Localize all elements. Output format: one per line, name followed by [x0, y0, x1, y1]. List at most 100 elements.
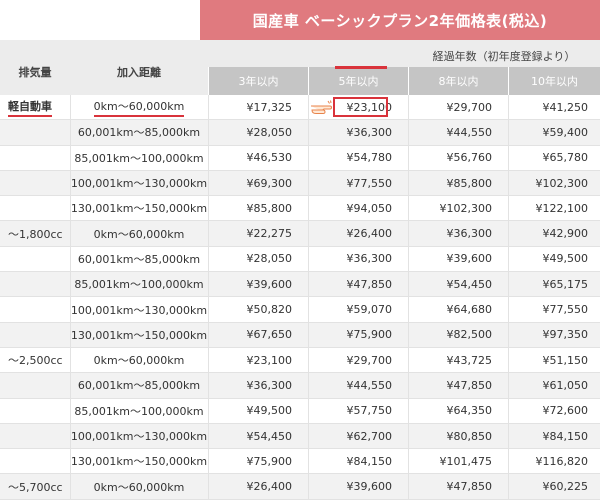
price-3yr-cell: ¥36,300	[246, 378, 293, 392]
price-8yr-cell: ¥47,850	[446, 378, 493, 392]
displacement-cell: 〜5,700cc	[0, 474, 70, 498]
distance-cell: 60,001km〜85,000km	[70, 373, 208, 397]
distance-label: 100,001km〜130,000km	[70, 303, 208, 317]
table-row: 〜5,700cc 0km〜60,000km ¥26,400 ¥39,600 ¥47,85…	[0, 474, 600, 500]
price-8yr-cell: ¥80,850	[446, 429, 493, 443]
year-5-highlight-bar	[335, 66, 387, 69]
price-10yr-cell: ¥49,500	[542, 252, 589, 266]
header-elapsed-years: 経過年数（初年度登録より）	[432, 50, 576, 63]
price-8yr-cell: ¥64,350	[446, 404, 493, 418]
distance-cell: 0km〜60,000km	[70, 474, 208, 498]
price-5yr-cell: ¥36,300	[346, 125, 393, 139]
price-10yr-cell: ¥97,350	[542, 328, 589, 342]
distance-cell: 85,001km〜100,000km	[70, 272, 208, 296]
price-3yr-cell: ¥75,900	[246, 454, 293, 468]
price-10yr-cell: ¥65,780	[542, 151, 589, 165]
distance-label: 0km〜60,000km	[93, 227, 185, 241]
price-8yr-cell: ¥43,725	[446, 353, 493, 367]
distance-label: 130,001km〜150,000km	[70, 202, 208, 216]
displacement-cell	[0, 323, 70, 347]
distance-cell: 85,001km〜100,000km	[70, 399, 208, 423]
displacement-cell	[0, 146, 70, 170]
distance-label: 85,001km〜100,000km	[74, 151, 204, 165]
distance-cell: 85,001km〜100,000km	[70, 146, 208, 170]
price-8yr-cell: ¥101,475	[439, 454, 493, 468]
distance-label: 85,001km〜100,000km	[74, 278, 204, 292]
displacement-label: 〜1,800cc	[8, 227, 63, 241]
distance-cell: 0km〜60,000km	[70, 221, 208, 245]
displacement-cell: 〜1,800cc	[0, 221, 70, 245]
price-10yr-cell: ¥77,550	[542, 303, 589, 317]
price-3yr-cell: ¥23,100	[246, 353, 293, 367]
table-title: 国産車 ベーシックプラン2年価格表(税込)	[200, 0, 600, 40]
price-3yr-cell: ¥50,820	[246, 303, 293, 317]
table-row: 130,001km〜150,000km ¥85,800 ¥94,050 ¥102,30…	[0, 196, 600, 222]
price-3yr-cell: ¥28,050	[246, 252, 293, 266]
price-3yr-cell: ¥28,050	[246, 125, 293, 139]
price-8yr-cell: ¥85,800	[446, 176, 493, 190]
price-10yr-cell: ¥65,175	[542, 277, 589, 291]
table-row: 軽自動車 0km〜60,000km ¥17,325 ¥23,100 ¥29,700 ¥41…	[0, 95, 600, 121]
price-5yr-cell: ¥62,700	[346, 429, 393, 443]
price-5yr-cell: ¥75,900	[346, 328, 393, 342]
price-5yr-cell: ¥47,850	[346, 277, 393, 291]
distance-cell: 100,001km〜130,000km	[70, 171, 208, 195]
price-10yr-cell: ¥60,225	[542, 480, 589, 494]
price-5yr-cell: ¥59,070	[346, 303, 393, 317]
price-10yr-cell: ¥116,820	[535, 454, 589, 468]
table-row: 〜2,500cc 0km〜60,000km ¥23,100 ¥29,700 ¥43,72…	[0, 348, 600, 374]
price-5yr-cell: ¥94,050	[346, 201, 393, 215]
price-10yr-cell: ¥59,400	[542, 125, 589, 139]
column-divider	[408, 95, 409, 500]
price-8yr-cell: ¥47,850	[446, 480, 493, 494]
displacement-cell	[0, 247, 70, 271]
price-3yr-cell: ¥46,530	[246, 151, 293, 165]
distance-label: 0km〜60,000km	[93, 354, 185, 368]
price-8yr-cell: ¥82,500	[446, 328, 493, 342]
header-year-10: 10年以内	[508, 67, 600, 95]
displacement-cell	[0, 399, 70, 423]
price-8yr-cell: ¥54,450	[446, 277, 493, 291]
displacement-cell	[0, 120, 70, 144]
header-year-3: 3年以内	[208, 67, 308, 95]
distance-label: 85,001km〜100,000km	[74, 404, 204, 418]
table-row: 〜1,800cc 0km〜60,000km ¥22,275 ¥26,400 ¥36,30…	[0, 221, 600, 247]
table-row: 85,001km〜100,000km ¥39,600 ¥47,850 ¥54,450 ¥…	[0, 272, 600, 298]
displacement-label: 〜5,700cc	[8, 480, 63, 494]
table-row: 100,001km〜130,000km ¥54,450 ¥62,700 ¥80,850…	[0, 423, 600, 450]
price-10yr-cell: ¥61,050	[542, 378, 589, 392]
distance-label: 100,001km〜130,000km	[70, 177, 208, 191]
price-5yr-cell: ¥54,780	[346, 151, 393, 165]
table-row: 60,001km〜85,000km ¥28,050 ¥36,300 ¥39,600 ¥4…	[0, 247, 600, 273]
price-5yr-cell: ¥39,600	[346, 480, 393, 494]
table-row: 60,001km〜85,000km ¥36,300 ¥44,550 ¥47,850 ¥6…	[0, 373, 600, 399]
price-3yr-cell: ¥22,275	[246, 227, 293, 241]
price-3yr-cell: ¥26,400	[246, 480, 293, 494]
price-5yr-cell: ¥57,750	[346, 404, 393, 418]
price-10yr-cell: ¥42,900	[542, 227, 589, 241]
table-row: 85,001km〜100,000km ¥49,500 ¥57,750 ¥64,350 ¥…	[0, 399, 600, 424]
table-body: 軽自動車 0km〜60,000km ¥17,325 ¥23,100 ¥29,700 ¥41…	[0, 95, 600, 500]
table-row: 60,001km〜85,000km ¥28,050 ¥36,300 ¥44,550 ¥5…	[0, 120, 600, 146]
distance-label: 60,001km〜85,000km	[77, 252, 201, 266]
displacement-cell: 軽自動車	[0, 95, 70, 119]
distance-cell: 130,001km〜150,000km	[70, 449, 208, 473]
price-10yr-cell: ¥84,150	[542, 429, 589, 443]
distance-cell: 130,001km〜150,000km	[70, 323, 208, 347]
price-5yr-cell: ¥44,550	[346, 378, 393, 392]
displacement-label: 〜2,500cc	[8, 354, 63, 368]
table-row: 100,001km〜130,000km ¥69,300 ¥77,550 ¥85,800…	[0, 170, 600, 197]
header-year-8: 8年以内	[408, 67, 508, 95]
price-3yr-cell: ¥17,325	[246, 100, 293, 114]
price-10yr-cell: ¥72,600	[542, 404, 589, 418]
header-year-5: 5年以内	[308, 67, 408, 95]
distance-label: 60,001km〜85,000km	[77, 379, 201, 393]
header-distance: 加入距離	[117, 66, 161, 79]
distance-cell: 60,001km〜85,000km	[70, 247, 208, 271]
price-8yr-cell: ¥36,300	[446, 227, 493, 241]
displacement-cell	[0, 272, 70, 296]
price-8yr-cell: ¥102,300	[439, 201, 493, 215]
displacement-cell	[0, 297, 70, 321]
price-5yr-cell: ¥84,150	[346, 454, 393, 468]
displacement-cell: 〜2,500cc	[0, 348, 70, 372]
